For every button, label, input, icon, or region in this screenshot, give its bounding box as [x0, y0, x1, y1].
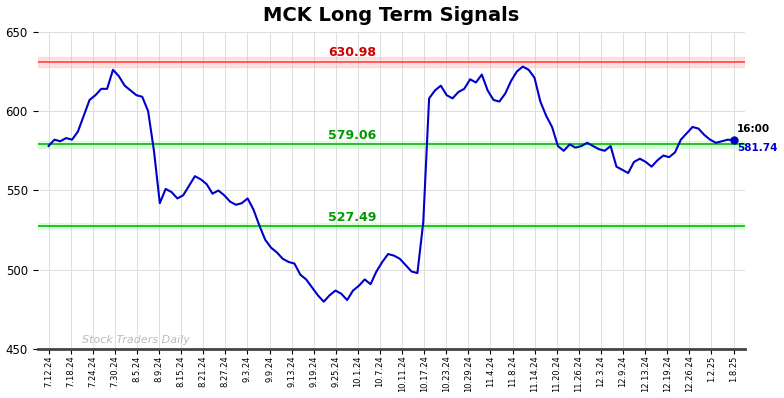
Text: 527.49: 527.49 — [328, 211, 377, 224]
Text: 581.74: 581.74 — [737, 143, 778, 153]
Text: 16:00: 16:00 — [737, 124, 770, 134]
Bar — [38, 141, 745, 148]
Title: MCK Long Term Signals: MCK Long Term Signals — [263, 6, 519, 25]
Bar — [38, 223, 745, 229]
Bar — [38, 57, 745, 66]
Text: Stock Traders Daily: Stock Traders Daily — [82, 335, 190, 345]
Text: 630.98: 630.98 — [328, 47, 376, 59]
Text: 579.06: 579.06 — [328, 129, 377, 142]
